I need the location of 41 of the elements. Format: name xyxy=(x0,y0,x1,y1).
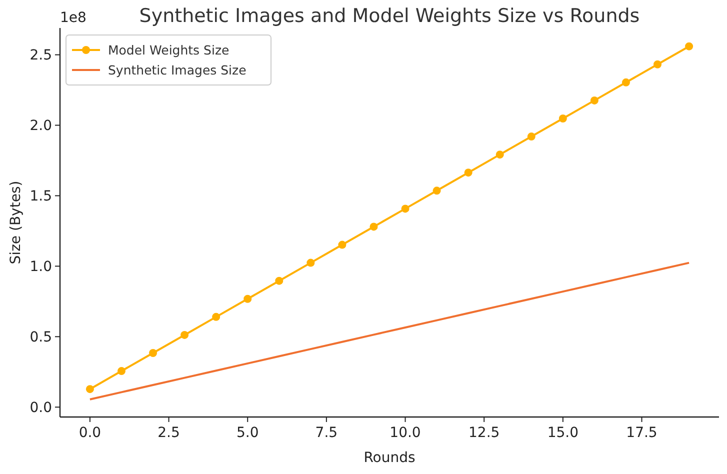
point xyxy=(401,204,410,213)
point xyxy=(275,276,284,285)
y-tick-label: 2.5 xyxy=(30,48,52,64)
point xyxy=(685,42,694,50)
y-tick-label: 1.5 xyxy=(30,188,52,205)
legend-label: Synthetic Images Size xyxy=(108,62,247,78)
x-tick-label: 12.5 xyxy=(468,425,500,441)
point xyxy=(212,312,220,321)
point xyxy=(654,60,662,68)
point xyxy=(622,78,630,86)
line-series xyxy=(88,262,690,400)
point xyxy=(244,294,252,303)
point xyxy=(496,150,504,159)
y-tick-label: 0.5 xyxy=(30,330,52,346)
x-tick-label: 2.5 xyxy=(158,425,180,441)
point xyxy=(149,349,158,358)
point xyxy=(590,96,598,104)
point xyxy=(117,367,126,376)
chart-title: Synthetic Images and Model Weights Size vs Rounds xyxy=(139,5,640,27)
point xyxy=(86,385,94,394)
y-tick-label: 1.0 xyxy=(30,259,52,276)
y-tick-label: 0.0 xyxy=(30,400,52,416)
y-axis-title: Size (Bytes) xyxy=(8,180,24,264)
x-tick-label: 0.0 xyxy=(78,425,102,441)
point xyxy=(527,132,536,141)
x-tick-label: 10.0 xyxy=(390,425,421,441)
x-axis-title: Rounds xyxy=(364,450,416,466)
point xyxy=(432,186,441,195)
legend-label: Model Weights Size xyxy=(108,42,230,58)
text: 1e8 xyxy=(60,10,86,26)
point xyxy=(338,240,346,249)
point xyxy=(558,114,567,122)
point xyxy=(180,330,189,339)
point xyxy=(370,222,378,231)
x-tick-label: 15.0 xyxy=(547,425,579,441)
x-tick-label: 5.0 xyxy=(236,425,259,441)
x-tick-label: 7.5 xyxy=(315,425,338,441)
x-tick-label: 17.5 xyxy=(626,425,658,441)
point xyxy=(306,258,315,267)
y-tick-label: 2.0 xyxy=(30,118,52,134)
point xyxy=(464,168,472,177)
